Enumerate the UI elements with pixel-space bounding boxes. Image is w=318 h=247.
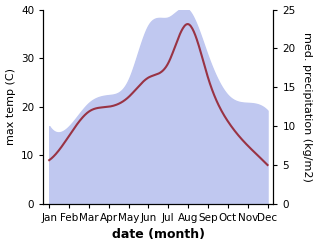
X-axis label: date (month): date (month) [112, 228, 205, 242]
Y-axis label: med. precipitation (kg/m2): med. precipitation (kg/m2) [302, 32, 313, 182]
Y-axis label: max temp (C): max temp (C) [5, 68, 16, 145]
